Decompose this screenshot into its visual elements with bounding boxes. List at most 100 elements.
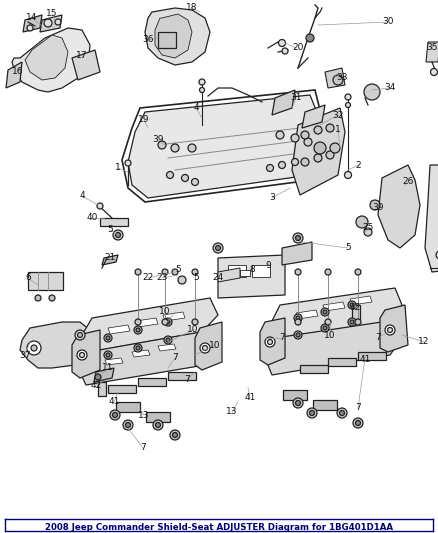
Text: 41: 41 <box>244 393 256 402</box>
Circle shape <box>356 216 368 228</box>
Polygon shape <box>325 68 345 88</box>
Circle shape <box>164 318 172 326</box>
Circle shape <box>153 420 163 430</box>
Polygon shape <box>163 312 185 321</box>
Polygon shape <box>72 330 100 378</box>
Text: 41: 41 <box>359 356 371 365</box>
Text: 7: 7 <box>140 443 146 453</box>
Polygon shape <box>132 350 150 357</box>
Text: 21: 21 <box>104 254 116 262</box>
Bar <box>108 385 136 393</box>
Text: 16: 16 <box>12 68 24 77</box>
Polygon shape <box>102 255 118 265</box>
Circle shape <box>116 232 120 238</box>
Circle shape <box>27 341 41 355</box>
Circle shape <box>323 310 327 314</box>
Polygon shape <box>296 310 318 319</box>
Bar <box>328 358 356 366</box>
Circle shape <box>199 87 205 93</box>
Bar <box>358 352 386 360</box>
Polygon shape <box>98 382 106 396</box>
Circle shape <box>27 25 33 31</box>
Text: 7: 7 <box>172 353 178 362</box>
Bar <box>300 365 328 373</box>
Circle shape <box>213 243 223 253</box>
Text: 37: 37 <box>19 351 31 359</box>
Polygon shape <box>78 330 220 385</box>
Text: 39: 39 <box>372 204 384 213</box>
Circle shape <box>306 34 314 42</box>
Circle shape <box>125 160 131 166</box>
Circle shape <box>106 336 110 340</box>
Bar <box>138 378 166 386</box>
Text: 8: 8 <box>249 265 255 274</box>
Text: 10: 10 <box>209 341 221 350</box>
Polygon shape <box>195 322 222 370</box>
Circle shape <box>323 326 327 330</box>
Circle shape <box>301 158 309 166</box>
Text: 5: 5 <box>193 273 199 282</box>
Circle shape <box>191 179 198 185</box>
Text: 2: 2 <box>355 160 361 169</box>
Polygon shape <box>145 8 210 65</box>
Polygon shape <box>425 165 438 272</box>
Text: 36: 36 <box>142 36 154 44</box>
Circle shape <box>126 423 131 427</box>
Circle shape <box>353 418 363 428</box>
Circle shape <box>166 172 173 179</box>
Circle shape <box>388 327 392 333</box>
Circle shape <box>295 319 301 325</box>
Circle shape <box>78 333 82 337</box>
Circle shape <box>104 351 112 359</box>
Circle shape <box>314 154 322 162</box>
Text: 1: 1 <box>335 125 341 134</box>
Text: 26: 26 <box>403 177 413 187</box>
Text: 15: 15 <box>46 10 58 19</box>
Circle shape <box>97 203 103 209</box>
Text: 39: 39 <box>152 135 164 144</box>
Text: 10: 10 <box>324 330 336 340</box>
Bar <box>158 32 176 48</box>
Circle shape <box>330 143 340 153</box>
Text: 33: 33 <box>336 74 348 83</box>
Circle shape <box>321 324 329 332</box>
Circle shape <box>135 269 141 275</box>
Text: 34: 34 <box>384 84 396 93</box>
Circle shape <box>173 432 177 438</box>
Circle shape <box>134 344 142 352</box>
Text: 30: 30 <box>382 18 394 27</box>
Circle shape <box>291 134 299 142</box>
Polygon shape <box>72 50 100 80</box>
Text: 7: 7 <box>355 403 361 413</box>
Polygon shape <box>105 358 123 365</box>
Polygon shape <box>350 296 372 305</box>
Text: 40: 40 <box>86 214 98 222</box>
Circle shape <box>356 421 360 425</box>
Circle shape <box>192 319 198 325</box>
Circle shape <box>178 276 186 284</box>
Text: 32: 32 <box>332 110 344 119</box>
Polygon shape <box>23 15 42 32</box>
Circle shape <box>345 94 351 100</box>
Text: 13: 13 <box>226 408 238 416</box>
Circle shape <box>268 340 272 344</box>
Circle shape <box>350 320 354 324</box>
Circle shape <box>166 338 170 342</box>
Text: 7: 7 <box>375 334 381 343</box>
Bar <box>313 400 337 410</box>
Text: 5: 5 <box>175 265 181 274</box>
Polygon shape <box>100 218 128 226</box>
Circle shape <box>155 423 160 427</box>
Circle shape <box>296 236 300 240</box>
Bar <box>146 412 170 422</box>
Circle shape <box>158 141 166 149</box>
Text: 12: 12 <box>418 337 430 346</box>
Polygon shape <box>158 344 176 351</box>
Circle shape <box>192 269 198 275</box>
Polygon shape <box>12 28 90 92</box>
Circle shape <box>296 333 300 337</box>
Circle shape <box>279 39 286 46</box>
Circle shape <box>276 131 284 139</box>
Circle shape <box>301 131 309 139</box>
Polygon shape <box>82 298 218 352</box>
